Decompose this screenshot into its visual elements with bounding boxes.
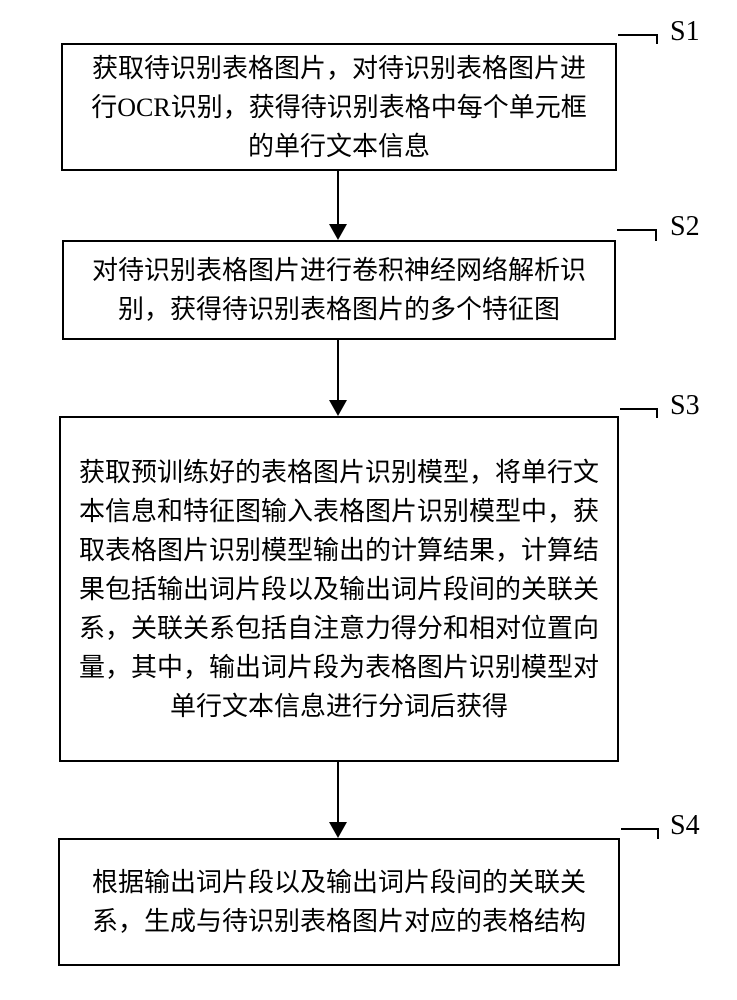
connector-s2	[617, 229, 657, 241]
step-text-s2: 对待识别表格图片进行卷积神经网络解析识别，获得待识别表格图片的多个特征图	[82, 251, 596, 329]
step-label-text: S3	[670, 390, 700, 421]
connector-s3	[620, 408, 658, 418]
step-box-s1: 获取待识别表格图片，对待识别表格图片进行OCR识别，获得待识别表格中每个单元框的…	[61, 43, 617, 171]
step-text-s3: 获取预训练好的表格图片识别模型，将单行文本信息和特征图输入表格图片识别模型中，获…	[79, 453, 599, 726]
step-box-s3: 获取预训练好的表格图片识别模型，将单行文本信息和特征图输入表格图片识别模型中，获…	[59, 416, 619, 762]
step-label-text: S2	[670, 211, 700, 242]
step-label-text: S1	[670, 16, 700, 47]
step-label-s2: S2	[670, 211, 700, 243]
step-label-text: S4	[670, 810, 700, 841]
step-label-s1: S1	[670, 16, 700, 48]
flowchart-container: S1 获取待识别表格图片，对待识别表格图片进行OCR识别，获得待识别表格中每个单…	[0, 0, 737, 1000]
step-text-s4: 根据输出词片段以及输出词片段间的关联关系，生成与待识别表格图片对应的表格结构	[78, 863, 600, 941]
arrow-s1-s2	[337, 171, 339, 238]
step-text-s1: 获取待识别表格图片，对待识别表格图片进行OCR识别，获得待识别表格中每个单元框的…	[81, 49, 597, 166]
step-box-s4: 根据输出词片段以及输出词片段间的关联关系，生成与待识别表格图片对应的表格结构	[58, 838, 620, 966]
arrow-s3-s4	[337, 762, 339, 836]
connector-s1	[618, 34, 658, 44]
arrow-s2-s3	[337, 340, 339, 414]
step-box-s2: 对待识别表格图片进行卷积神经网络解析识别，获得待识别表格图片的多个特征图	[62, 240, 616, 340]
connector-s4	[621, 828, 659, 839]
step-label-s3: S3	[670, 390, 700, 422]
step-label-s4: S4	[670, 810, 700, 842]
